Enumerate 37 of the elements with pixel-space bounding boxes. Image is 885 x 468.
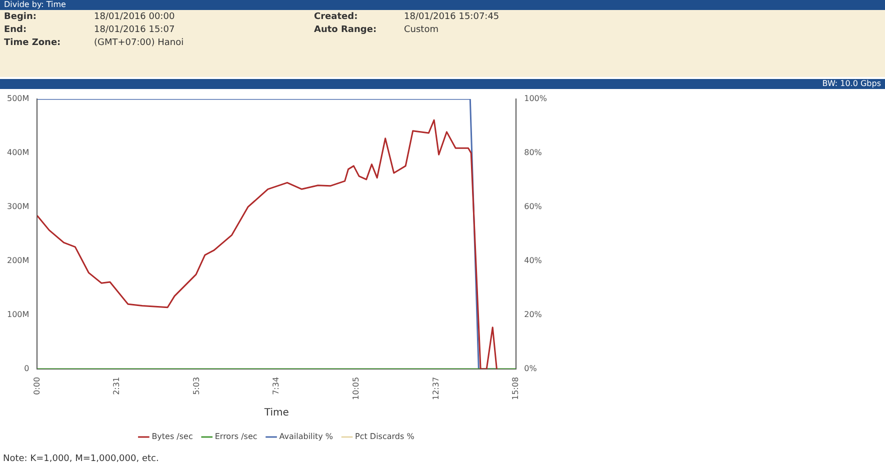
text: Created: [314,12,359,22]
text: 18/01/2016 15:07 [94,25,176,35]
y2-tick-label: 80% [524,148,542,158]
text: Divide by: Time [4,0,66,10]
x-tick-label: 10:05 [351,376,360,400]
text: Auto Range: [314,25,378,35]
y-tick-label: 0 [24,364,30,374]
y2-tick-label: 100% [524,94,548,104]
x-tick-label: 5:03 [192,376,202,395]
y2-tick-label: 0% [524,364,538,374]
y-tick-label: 100M [7,310,30,320]
x-tick-label: 7:34 [272,376,281,395]
text: 18/01/2016 15:07:45 [404,12,500,22]
x-tick-label: 12:37 [432,376,441,400]
legend-label: Bytes /sec [152,432,193,442]
text: Note: K=1,000, M=1,000,000, etc. [3,454,159,464]
text: BW: 10.0 Gbps [822,79,881,89]
y-tick-label: 400M [7,148,30,158]
y2-tick-label: 20% [524,310,542,320]
text: Time Zone: [4,38,62,48]
legend-label: Errors /sec [214,432,258,442]
y-tick-label: 200M [7,256,30,266]
text: 18/01/2016 00:00 [94,12,176,22]
legend-label: Pct Discards % [355,432,415,442]
text: (GMT+07:00) Hanoi [94,38,185,48]
y-tick-label: 500M [7,94,30,104]
x-axis-title: Time [263,408,289,419]
text: Custom [404,25,440,35]
y2-tick-label: 40% [524,256,542,266]
y2-tick-label: 60% [524,202,542,212]
x-tick-label: 2:31 [112,376,121,395]
text: End: [4,25,28,35]
x-tick-label: 15:08 [511,376,520,400]
legend-label: Availability % [279,432,334,442]
y-tick-label: 300M [7,202,30,212]
text: Begin: [4,12,38,22]
x-tick-label: 0:00 [32,376,42,395]
